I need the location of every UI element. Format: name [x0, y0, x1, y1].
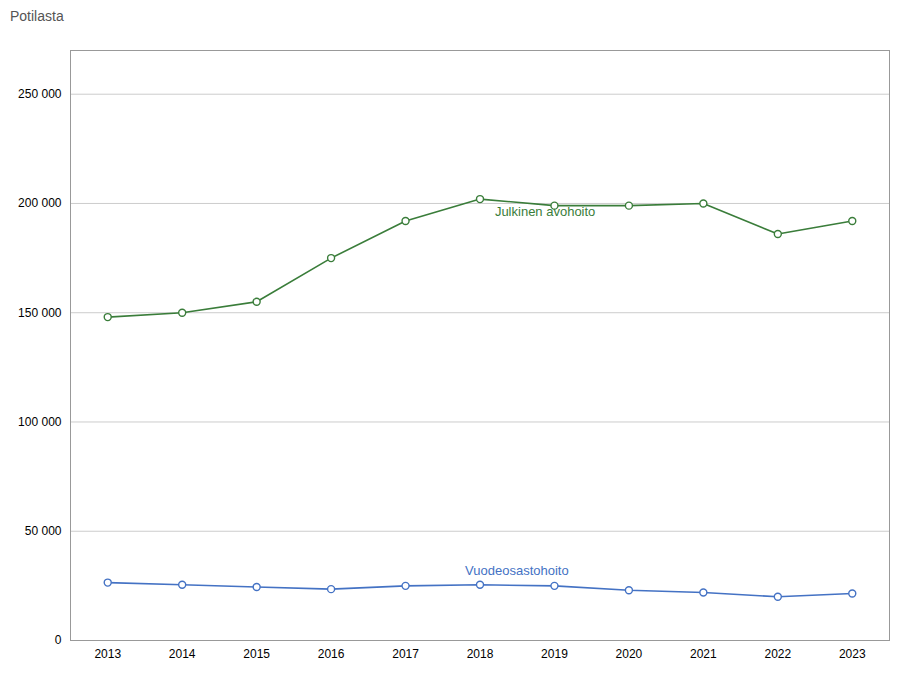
svg-text:2017: 2017 [392, 647, 419, 661]
svg-text:100 000: 100 000 [18, 415, 62, 429]
svg-text:150 000: 150 000 [18, 306, 62, 320]
svg-text:2014: 2014 [169, 647, 196, 661]
svg-text:2016: 2016 [318, 647, 345, 661]
svg-text:200 000: 200 000 [18, 196, 62, 210]
svg-text:2013: 2013 [94, 647, 121, 661]
svg-text:2023: 2023 [839, 647, 866, 661]
svg-text:2022: 2022 [764, 647, 791, 661]
svg-text:2021: 2021 [690, 647, 717, 661]
svg-text:Vuodeosastohoito: Vuodeosastohoito [465, 563, 569, 578]
svg-text:Julkinen avohoito: Julkinen avohoito [495, 204, 595, 219]
svg-text:50 000: 50 000 [25, 524, 62, 538]
svg-text:0: 0 [55, 633, 62, 647]
svg-text:2019: 2019 [541, 647, 568, 661]
svg-text:250 000: 250 000 [18, 87, 62, 101]
svg-text:2018: 2018 [467, 647, 494, 661]
svg-text:2015: 2015 [243, 647, 270, 661]
svg-text:2020: 2020 [616, 647, 643, 661]
html-text:Potilasta: Potilasta [10, 8, 64, 24]
